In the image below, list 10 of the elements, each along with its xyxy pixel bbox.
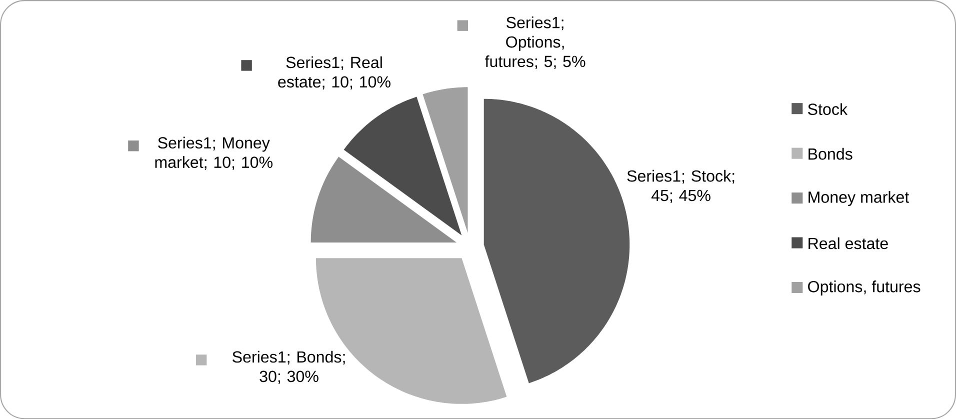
legend-label: Bonds [808, 148, 852, 160]
data-label: Series1; Money market; 10; 10% [155, 136, 272, 170]
legend-label: Money market [808, 190, 910, 206]
data-label: Series1; Stock; 45; 45% [627, 170, 734, 203]
legend-label: Options, futures [808, 280, 920, 296]
legend-label: Stock [808, 103, 848, 115]
data-label: Series1; Options, futures; 5; 5% [485, 16, 586, 69]
legend-label: Real estate [808, 237, 888, 250]
data-label: Series1; Bonds; 30; 30% [232, 350, 345, 384]
data-label: Series1; Real estate; 10; 10% [278, 56, 390, 90]
